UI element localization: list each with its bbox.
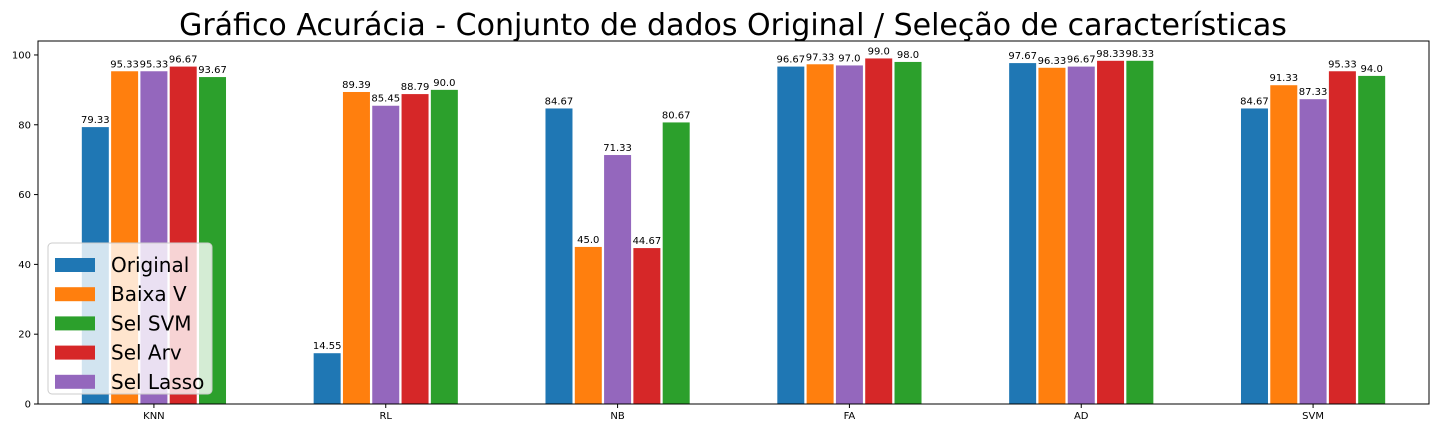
data-label: 96.67 xyxy=(776,55,805,66)
legend-label-sel-arv: Sel Arv xyxy=(111,341,182,365)
legend-swatch-sel-lasso xyxy=(55,374,95,389)
data-label: 87.33 xyxy=(1299,87,1328,98)
data-label: 79.33 xyxy=(81,115,110,126)
x-tick-label: KNN xyxy=(143,411,165,422)
data-label: 97.0 xyxy=(838,53,860,64)
axes-layer: 0 20 40 60 80 100 KNN RL NB FA AD SVM xyxy=(12,40,1430,422)
x-tick-label: RL xyxy=(379,411,392,422)
bar-sel-lasso-svm xyxy=(1299,99,1327,404)
data-label: 96.67 xyxy=(1067,55,1096,66)
legend: Original Baixa V Sel SVM Sel Arv Sel Lasso xyxy=(47,242,213,395)
plot-frame xyxy=(37,40,1430,405)
bar-sel-arv-fa xyxy=(865,58,893,404)
legend-swatch-sel-arv xyxy=(55,345,95,360)
chart-title: Gráfico Acurácia - Conjunto de dados Ori… xyxy=(179,8,1287,43)
data-label: 44.67 xyxy=(633,236,662,247)
legend-label-sel-svm: Sel SVM xyxy=(111,311,192,335)
bar-sel-svm-rl xyxy=(430,89,458,404)
bar-baixa-v-svm xyxy=(1270,85,1298,404)
data-label: 90.0 xyxy=(433,78,455,89)
data-label: 98.33 xyxy=(1096,49,1125,60)
bar-baixa-v-nb xyxy=(574,246,602,404)
data-label: 98.33 xyxy=(1126,49,1155,60)
data-label: 95.33 xyxy=(140,59,169,70)
legend-label-sel-lasso: Sel Lasso xyxy=(111,370,204,394)
legend-swatch-sel-svm xyxy=(55,316,95,331)
data-label: 71.33 xyxy=(603,143,632,154)
y-tick-label: 0 xyxy=(25,400,31,411)
bar-original-ad xyxy=(1009,63,1037,404)
legend-swatch-baixa-v xyxy=(55,287,95,302)
bar-sel-arv-ad xyxy=(1097,60,1125,405)
data-label: 80.67 xyxy=(662,110,691,121)
y-tick-label: 40 xyxy=(18,260,31,271)
bar-sel-lasso-ad xyxy=(1067,66,1095,404)
x-tick-label: NB xyxy=(610,411,624,422)
data-label: 89.39 xyxy=(342,80,371,91)
bar-baixa-v-fa xyxy=(806,64,834,404)
data-label: 88.79 xyxy=(401,82,430,93)
x-tick-label: SVM xyxy=(1302,411,1324,422)
data-label: 45.0 xyxy=(577,235,599,246)
x-tick-label: FA xyxy=(844,411,856,422)
data-label: 84.67 xyxy=(1240,96,1269,107)
data-label: 99.0 xyxy=(868,46,890,57)
bar-sel-arv-svm xyxy=(1328,71,1356,405)
bar-sel-svm-nb xyxy=(662,122,690,405)
bar-sel-lasso-rl xyxy=(372,105,400,404)
data-label: 97.33 xyxy=(806,52,835,63)
bars-layer xyxy=(81,58,1386,405)
x-tick-label: AD xyxy=(1074,411,1089,422)
bar-original-fa xyxy=(777,66,805,404)
data-label: 95.33 xyxy=(1328,59,1357,70)
bar-original-svm xyxy=(1240,108,1268,405)
data-label: 91.33 xyxy=(1269,73,1298,84)
data-label: 14.55 xyxy=(313,341,342,352)
data-label: 95.33 xyxy=(110,59,139,70)
bar-baixa-v-rl xyxy=(342,91,370,405)
bar-sel-svm-svm xyxy=(1358,75,1386,405)
data-label: 85.45 xyxy=(371,94,400,105)
legend-label-baixa-v: Baixa V xyxy=(111,282,187,306)
bar-original-rl xyxy=(313,353,341,404)
y-tick-label: 60 xyxy=(18,190,31,201)
legend-label-original: Original xyxy=(111,253,189,277)
data-label: 84.67 xyxy=(545,96,574,107)
legend-swatch-original xyxy=(55,258,95,272)
bar-sel-lasso-fa xyxy=(835,65,863,405)
data-label: 93.67 xyxy=(198,65,227,76)
data-label: 96.33 xyxy=(1038,56,1067,67)
bar-sel-svm-ad xyxy=(1126,60,1154,405)
data-label: 96.67 xyxy=(169,55,198,66)
bar-sel-svm-fa xyxy=(894,61,922,404)
bar-original-nb xyxy=(545,108,573,405)
data-label: 94.0 xyxy=(1361,64,1383,75)
data-labels-layer: 79.33 14.55 84.67 96.67 97.67 84.67 95.33 89.39… xyxy=(81,46,1383,352)
bar-sel-lasso-nb xyxy=(604,155,632,404)
bar-sel-arv-nb xyxy=(633,248,661,404)
y-tick-label: 80 xyxy=(18,120,31,131)
y-tick-label: 100 xyxy=(12,50,31,61)
bar-sel-arv-rl xyxy=(401,94,429,405)
y-tick-label: 20 xyxy=(18,330,31,341)
data-label: 98.0 xyxy=(897,50,919,61)
bar-baixa-v-ad xyxy=(1038,67,1066,405)
data-label: 97.67 xyxy=(1008,51,1037,62)
